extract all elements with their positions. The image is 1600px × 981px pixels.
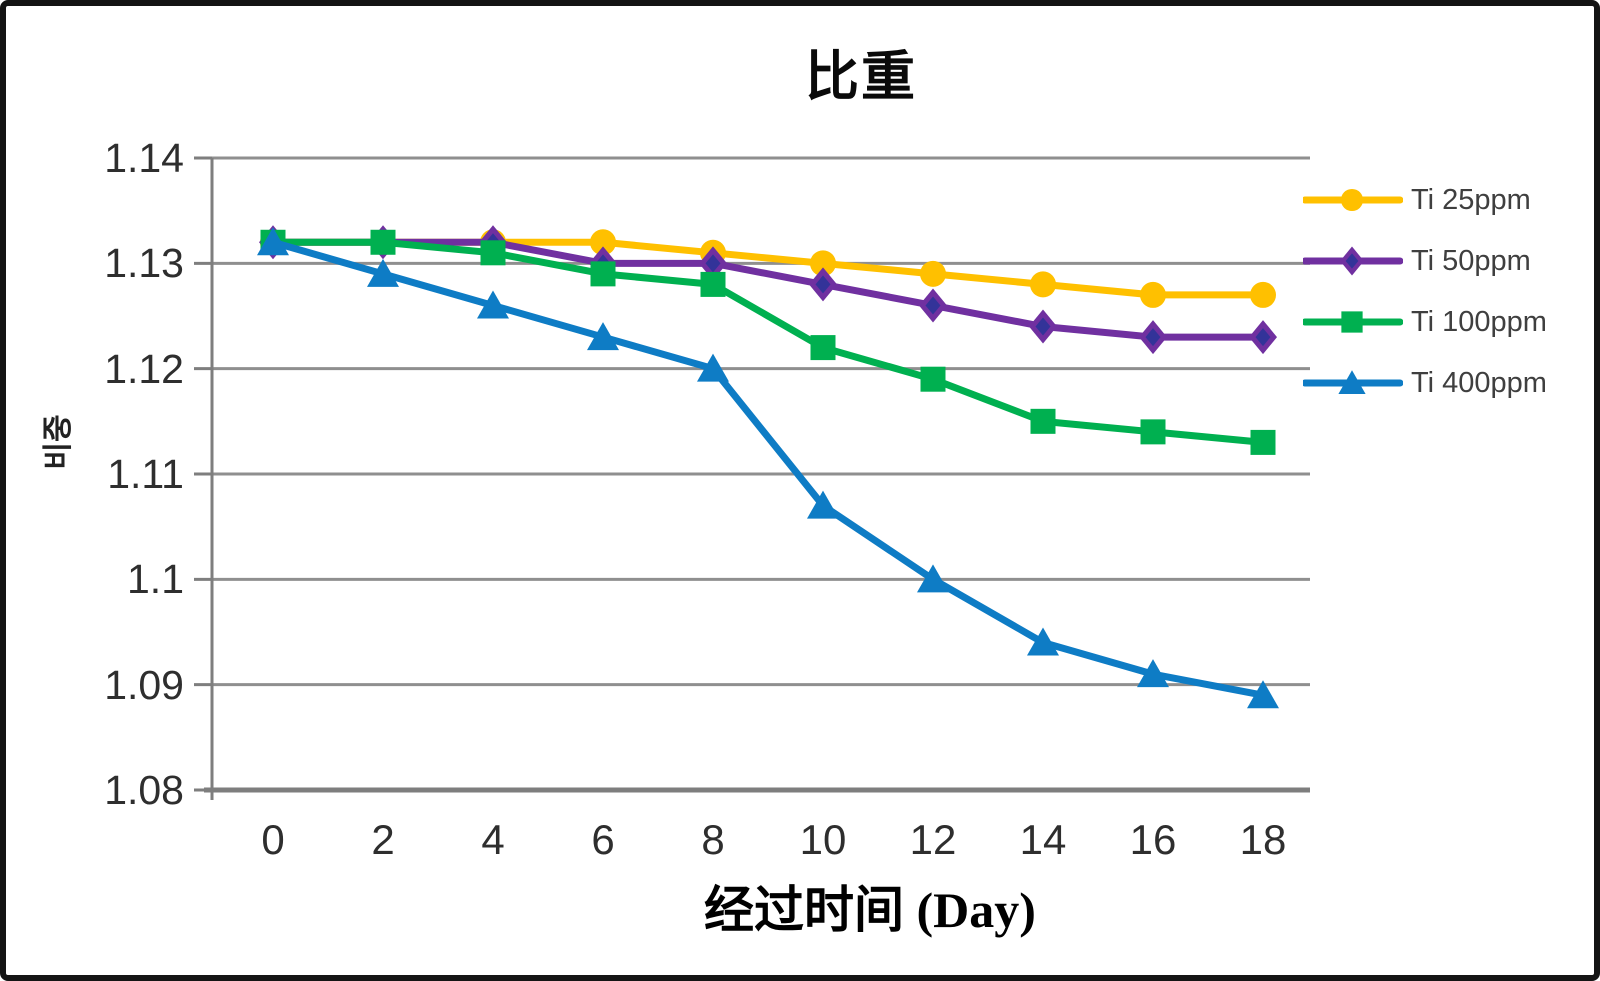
legend-key-square-icon (1303, 311, 1403, 333)
marker-diamond (1255, 328, 1271, 347)
marker-diamond (1035, 317, 1051, 336)
series-line-ti-100ppm (269, 238, 1267, 446)
marker-circle (1340, 188, 1364, 212)
marker-circle (590, 229, 616, 256)
marker-circle (1250, 281, 1276, 308)
y-tick-label: 1.08 (104, 767, 184, 813)
marker-square (1030, 408, 1056, 434)
y-tick-label: 1.13 (104, 240, 184, 287)
x-tick-label: 14 (1019, 816, 1067, 863)
x-axis-title: 经过时间 (Day) (704, 882, 1036, 938)
marker-triangle (477, 290, 509, 319)
x-tick-label: 10 (799, 816, 847, 863)
marker-triangle (697, 353, 729, 382)
legend-item-ti-400ppm: Ti 400ppm (1303, 366, 1547, 400)
series-markers-ti-400ppm (257, 227, 1279, 709)
marker-triangle (1027, 627, 1059, 656)
marker-square (700, 271, 726, 297)
legend-key-triangle-icon (1303, 370, 1403, 395)
marker-square (590, 261, 616, 287)
marker-triangle (1247, 680, 1279, 709)
y-tick-label: 1.14 (104, 135, 184, 181)
legend-item-ti-25ppm: Ti 25ppm (1303, 183, 1531, 217)
legend-label: Ti 25ppm (1411, 183, 1531, 216)
marker-square (370, 229, 396, 255)
marker-circle (810, 250, 836, 277)
marker-square (920, 366, 946, 392)
marker-diamond (1145, 328, 1161, 347)
marker-diamond (815, 275, 831, 294)
x-tick-label: 4 (481, 816, 505, 863)
series-line-ti-50ppm (269, 238, 1267, 341)
marker-square (1140, 419, 1166, 445)
marker-triangle (367, 258, 399, 287)
marker-square (1250, 429, 1276, 455)
x-tick-label: 6 (591, 816, 615, 863)
marker-circle (920, 260, 946, 287)
legend-label: Ti 400ppm (1411, 366, 1547, 399)
x-tick-label: 2 (371, 816, 395, 863)
y-tick-label: 1.1 (127, 556, 184, 603)
y-tick-label: 1.09 (104, 661, 184, 708)
marker-triangle (807, 490, 839, 519)
marker-square (810, 335, 836, 361)
marker-diamond (925, 296, 941, 315)
legend-item-ti-100ppm: Ti 100ppm (1303, 305, 1547, 339)
marker-circle (1030, 271, 1056, 298)
marker-triangle (917, 564, 949, 593)
marker-square (480, 240, 506, 266)
chart-title: 比重 (805, 47, 917, 107)
legend-item-ti-50ppm: Ti 50ppm (1303, 244, 1531, 278)
x-tick-label: 16 (1129, 816, 1177, 863)
x-tick-label: 8 (701, 816, 725, 863)
x-tick-label: 18 (1239, 816, 1287, 863)
legend-label: Ti 100ppm (1411, 305, 1547, 338)
x-tick-label: 12 (909, 816, 957, 863)
marker-circle (1140, 281, 1166, 308)
legend-label: Ti 50ppm (1411, 244, 1531, 277)
y-tick-label: 1.12 (104, 345, 184, 392)
marker-triangle (257, 227, 289, 256)
marker-triangle (1338, 370, 1366, 395)
marker-square (1341, 311, 1363, 333)
legend-key-circle-icon (1303, 188, 1403, 212)
marker-triangle (587, 322, 619, 351)
marker-diamond (705, 254, 721, 273)
marker-triangle (1137, 659, 1169, 688)
x-tick-label: 0 (261, 816, 285, 863)
legend-key-diamond-icon (1303, 246, 1403, 276)
series-line-ti-400ppm (269, 238, 1267, 699)
y-tick-label: 1.11 (107, 451, 184, 497)
